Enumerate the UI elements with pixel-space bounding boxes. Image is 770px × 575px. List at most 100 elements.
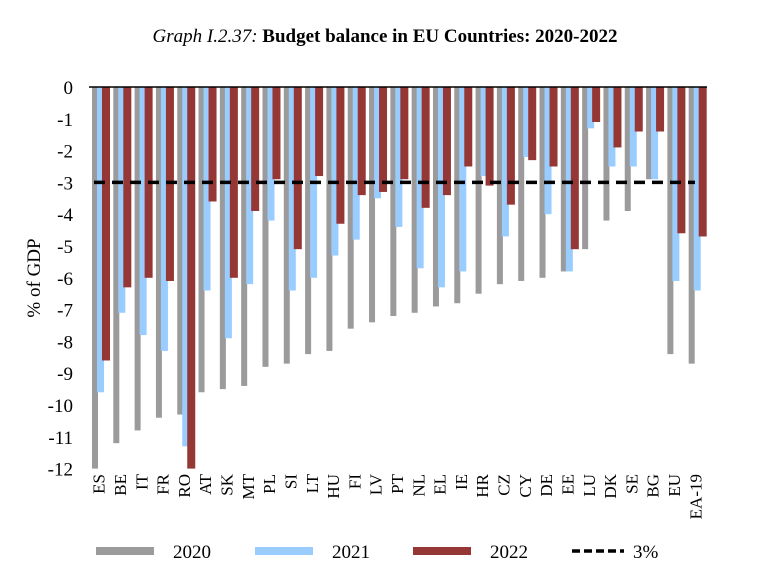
x-tick-label: EL <box>431 474 450 495</box>
bar-CZ-2020 <box>496 87 503 285</box>
bar-HR-2022 <box>485 87 494 186</box>
legend-label: 2021 <box>332 542 370 563</box>
bar-BG-2021 <box>651 87 659 180</box>
bar-SI-2021 <box>288 87 296 291</box>
y-axis-ticks: 0 -1 -2 -3 -4 -5 -6 -7 -8 -9 -10 -11 -12 <box>48 78 74 481</box>
x-tick-label: SE <box>622 474 641 494</box>
bar-SI-2020 <box>283 87 290 364</box>
bar-CY-2021 <box>523 87 531 157</box>
x-tick-label: EU <box>665 474 684 497</box>
x-tick-label: RO <box>175 474 194 498</box>
x-tick-label: BG <box>644 474 663 498</box>
x-tick-label: PT <box>388 473 407 493</box>
x-axis-labels: ES BE IT FR RO AT SK MT PL SI LT HU FI LV PT NL EL IE HR CZ… <box>90 473 706 519</box>
legend-label: 2020 <box>173 542 211 563</box>
bar-PT-2021 <box>395 87 403 227</box>
bar-LV-2022 <box>379 87 388 192</box>
x-tick-label: BE <box>111 474 130 496</box>
bar-LT-2022 <box>315 87 324 177</box>
bar-HU-2020 <box>326 87 333 351</box>
bar-LT-2020 <box>305 87 312 355</box>
y-tick-label: -3 <box>57 173 73 194</box>
bar-PL-2022 <box>272 87 281 180</box>
bar-PL-2021 <box>267 87 275 221</box>
x-tick-label: EE <box>558 474 577 495</box>
bar-RO-2021 <box>182 87 190 447</box>
bar-HU-2021 <box>331 87 339 256</box>
y-axis-label: % of GDP <box>24 238 45 317</box>
bar-DE-2022 <box>549 87 558 167</box>
bar-AT-2022 <box>208 87 217 202</box>
x-tick-label: LU <box>580 474 599 497</box>
y-tick-label: -6 <box>57 269 73 290</box>
bar-AT-2021 <box>203 87 211 291</box>
bar-EL-2022 <box>442 87 451 196</box>
x-tick-label: DE <box>537 474 556 497</box>
bar-SE-2020 <box>624 87 631 212</box>
bar-MT-2021 <box>246 87 254 285</box>
x-tick-label: IT <box>132 473 151 490</box>
bar-DE-2020 <box>539 87 546 278</box>
bar-EE-2020 <box>560 87 567 272</box>
bar-ES-2021 <box>97 87 104 393</box>
bar-MT-2020 <box>241 87 248 386</box>
x-tick-label: FR <box>154 473 173 494</box>
legend-swatch-2022 <box>413 547 471 555</box>
x-tick-label: DK <box>601 473 620 498</box>
x-tick-label: HU <box>324 474 343 499</box>
legend-swatch-2021 <box>255 547 313 555</box>
x-tick-label: NL <box>409 474 428 497</box>
bars-layer <box>92 87 707 469</box>
bar-AT-2020 <box>198 87 205 393</box>
x-tick-label: ES <box>90 474 109 494</box>
bar-FI-2022 <box>357 87 366 196</box>
bar-LU-2020 <box>582 87 589 250</box>
bar-EU-2022 <box>677 87 686 234</box>
bar-HR-2021 <box>480 87 488 177</box>
chart-title-prefix: Graph I.2.37: <box>152 26 258 47</box>
bar-EL-2020 <box>432 87 439 307</box>
legend-label: 3% <box>633 542 659 563</box>
bar-CZ-2021 <box>501 87 509 237</box>
x-tick-label: LV <box>367 473 386 495</box>
x-tick-label: MT <box>239 473 258 499</box>
bar-DK-2022 <box>613 87 622 148</box>
bar-IT-2020 <box>134 87 141 431</box>
x-tick-label: EA-19 <box>686 474 705 519</box>
x-tick-label: HR <box>473 473 492 497</box>
chart-title-main: Budget balance in EU Countries: 2020-202… <box>262 26 618 47</box>
legend-label: 2022 <box>490 542 528 563</box>
bar-ES-2020 <box>92 87 98 469</box>
bar-SI-2022 <box>293 87 302 250</box>
bar-ES-2022 <box>102 87 110 361</box>
y-tick-label: 0 <box>64 78 74 99</box>
bar-EA-19-2020 <box>688 87 695 364</box>
bar-IT-2021 <box>139 87 147 336</box>
legend-swatch-2020 <box>96 547 154 555</box>
bar-FR-2020 <box>155 87 162 418</box>
bar-IE-2022 <box>464 87 473 167</box>
bar-LV-2020 <box>369 87 376 323</box>
bar-BG-2020 <box>646 87 653 180</box>
bar-SK-2020 <box>219 87 226 390</box>
bar-LV-2021 <box>374 87 382 199</box>
bar-SE-2022 <box>634 87 643 132</box>
bar-IE-2021 <box>459 87 467 272</box>
x-tick-label: LT <box>303 473 322 493</box>
x-tick-label: SK <box>218 473 237 495</box>
y-tick-label: -8 <box>57 332 73 353</box>
bar-FI-2020 <box>347 87 354 329</box>
y-tick-label: -10 <box>48 396 73 417</box>
bar-NL-2020 <box>411 87 418 313</box>
bar-BE-2022 <box>123 87 132 288</box>
bar-NL-2021 <box>416 87 424 269</box>
bar-EA-19-2021 <box>693 87 701 291</box>
x-tick-label: IE <box>452 474 471 490</box>
bar-BE-2021 <box>118 87 126 313</box>
bar-LU-2022 <box>592 87 601 122</box>
y-tick-label: -7 <box>57 301 73 322</box>
bar-SE-2021 <box>629 87 637 167</box>
bar-HU-2022 <box>336 87 345 224</box>
x-tick-label: AT <box>196 473 215 494</box>
